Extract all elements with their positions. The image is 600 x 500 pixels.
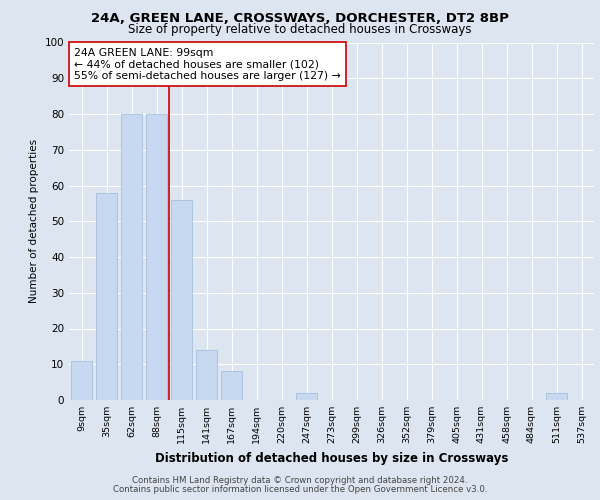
Bar bbox=[546, 393, 567, 400]
Y-axis label: Number of detached properties: Number of detached properties bbox=[29, 139, 39, 304]
Bar bbox=[96, 192, 117, 400]
Bar bbox=[296, 393, 317, 400]
Bar bbox=[121, 114, 142, 400]
Text: Size of property relative to detached houses in Crossways: Size of property relative to detached ho… bbox=[128, 22, 472, 36]
X-axis label: Distribution of detached houses by size in Crossways: Distribution of detached houses by size … bbox=[155, 452, 508, 464]
Text: 24A GREEN LANE: 99sqm
← 44% of detached houses are smaller (102)
55% of semi-det: 24A GREEN LANE: 99sqm ← 44% of detached … bbox=[74, 48, 341, 81]
Text: Contains HM Land Registry data © Crown copyright and database right 2024.: Contains HM Land Registry data © Crown c… bbox=[132, 476, 468, 485]
Bar bbox=[146, 114, 167, 400]
Bar bbox=[71, 360, 92, 400]
Text: Contains public sector information licensed under the Open Government Licence v3: Contains public sector information licen… bbox=[113, 485, 487, 494]
Text: 24A, GREEN LANE, CROSSWAYS, DORCHESTER, DT2 8BP: 24A, GREEN LANE, CROSSWAYS, DORCHESTER, … bbox=[91, 12, 509, 26]
Bar bbox=[171, 200, 192, 400]
Bar bbox=[221, 372, 242, 400]
Bar bbox=[196, 350, 217, 400]
